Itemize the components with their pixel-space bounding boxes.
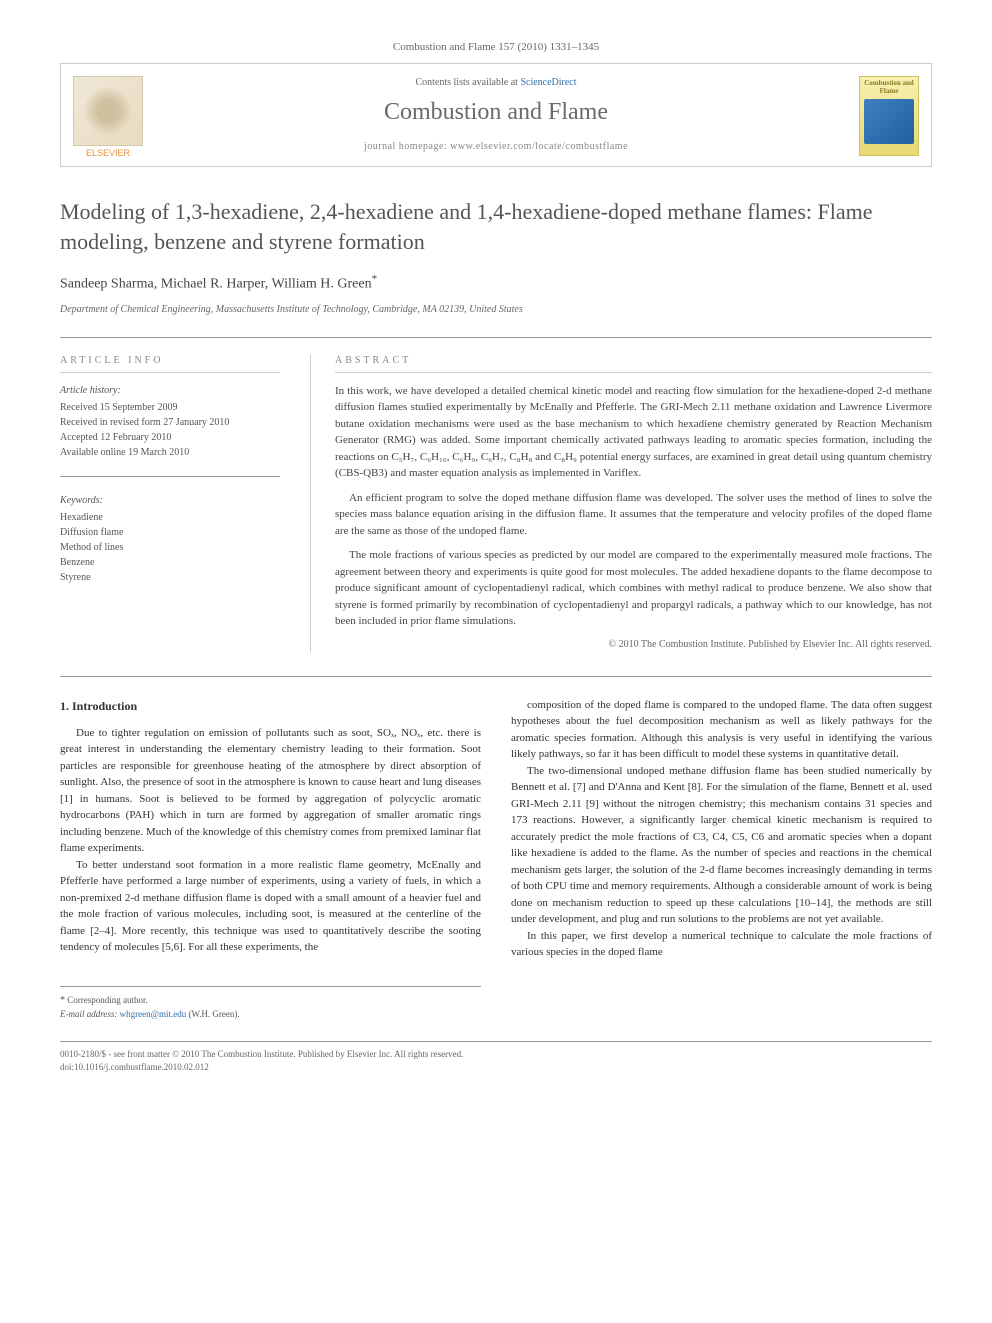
journal-banner: ELSEVIER Contents lists available at Sci… (60, 63, 932, 167)
revised-date: Received in revised form 27 January 2010 (60, 415, 280, 430)
keyword: Benzene (60, 555, 280, 570)
journal-cover: Combustion and Flame (859, 76, 919, 156)
cover-image-icon (864, 99, 914, 144)
article-history: Article history: Received 15 September 2… (60, 383, 280, 460)
history-label: Article history: (60, 383, 280, 398)
body-paragraph: In this paper, we first develop a numeri… (511, 928, 932, 961)
author-list: Sandeep Sharma, Michael R. Harper, Willi… (60, 272, 932, 294)
journal-homepage: journal homepage: www.elsevier.com/locat… (167, 140, 825, 154)
publisher-logo: ELSEVIER (73, 76, 143, 146)
cover-title: Combustion and Flame (863, 80, 915, 95)
divider (60, 337, 932, 338)
divider (60, 676, 932, 677)
abstract-text: In this work, we have developed a detail… (335, 383, 932, 630)
abstract-label: ABSTRACT (335, 354, 932, 373)
article-title: Modeling of 1,3-hexadiene, 2,4-hexadiene… (60, 197, 932, 256)
citation-header: Combustion and Flame 157 (2010) 1331–134… (60, 40, 932, 55)
body-paragraph: The two-dimensional undoped methane diff… (511, 763, 932, 928)
keyword: Method of lines (60, 540, 280, 555)
homepage-prefix: journal homepage: (364, 141, 450, 152)
keywords-label: Keywords: (60, 493, 280, 508)
keyword: Hexadiene (60, 510, 280, 525)
page-footer: 0010-2180/$ - see front matter © 2010 Th… (60, 1041, 932, 1073)
contents-prefix: Contents lists available at (415, 77, 520, 88)
email-label: E-mail address: (60, 1009, 117, 1019)
footnote-asterisk: * (60, 995, 65, 1006)
article-info-label: ARTICLE INFO (60, 354, 280, 373)
abstract-column: ABSTRACT In this work, we have developed… (310, 354, 932, 652)
affiliation: Department of Chemical Engineering, Mass… (60, 303, 932, 317)
body-paragraph: Due to tighter regulation on emission of… (60, 725, 481, 857)
authors-text: Sandeep Sharma, Michael R. Harper, Willi… (60, 277, 372, 292)
doi-line: doi:10.1016/j.combustflame.2010.02.012 (60, 1061, 932, 1074)
keywords-block: Keywords: Hexadiene Diffusion flame Meth… (60, 493, 280, 585)
abstract-paragraph: In this work, we have developed a detail… (335, 383, 932, 482)
accepted-date: Accepted 12 February 2010 (60, 430, 280, 445)
body-paragraph: To better understand soot formation in a… (60, 857, 481, 956)
corresponding-email[interactable]: whgreen@mit.edu (120, 1009, 187, 1019)
email-author-name: (W.H. Green). (188, 1009, 239, 1019)
right-column: composition of the doped flame is compar… (511, 697, 932, 1022)
abstract-paragraph: An efficient program to solve the doped … (335, 490, 932, 540)
abstract-copyright: © 2010 The Combustion Institute. Publish… (335, 638, 932, 652)
article-info-column: ARTICLE INFO Article history: Received 1… (60, 354, 280, 652)
body-paragraph: composition of the doped flame is compar… (511, 697, 932, 763)
keyword: Diffusion flame (60, 525, 280, 540)
publisher-name: ELSEVIER (74, 147, 142, 160)
homepage-url[interactable]: www.elsevier.com/locate/combustflame (450, 141, 628, 152)
online-date: Available online 19 March 2010 (60, 445, 280, 460)
info-divider (60, 476, 280, 477)
footnote-divider (60, 986, 481, 987)
issn-line: 0010-2180/$ - see front matter © 2010 Th… (60, 1048, 932, 1061)
corresponding-label: Corresponding author. (67, 995, 148, 1005)
abstract-paragraph: The mole fractions of various species as… (335, 547, 932, 630)
section-heading: 1. Introduction (60, 697, 481, 715)
corresponding-asterisk: * (372, 273, 378, 285)
corresponding-author-note: * Corresponding author. E-mail address: … (60, 993, 481, 1022)
elsevier-tree-icon (83, 86, 133, 136)
info-abstract-row: ARTICLE INFO Article history: Received 1… (60, 354, 932, 652)
body-columns: 1. Introduction Due to tighter regulatio… (60, 697, 932, 1022)
journal-name: Combustion and Flame (167, 96, 825, 130)
keyword: Styrene (60, 570, 280, 585)
left-column: 1. Introduction Due to tighter regulatio… (60, 697, 481, 1022)
contents-available: Contents lists available at ScienceDirec… (167, 76, 825, 90)
received-date: Received 15 September 2009 (60, 400, 280, 415)
banner-center: Contents lists available at ScienceDirec… (167, 76, 825, 154)
sciencedirect-link[interactable]: ScienceDirect (520, 77, 576, 88)
